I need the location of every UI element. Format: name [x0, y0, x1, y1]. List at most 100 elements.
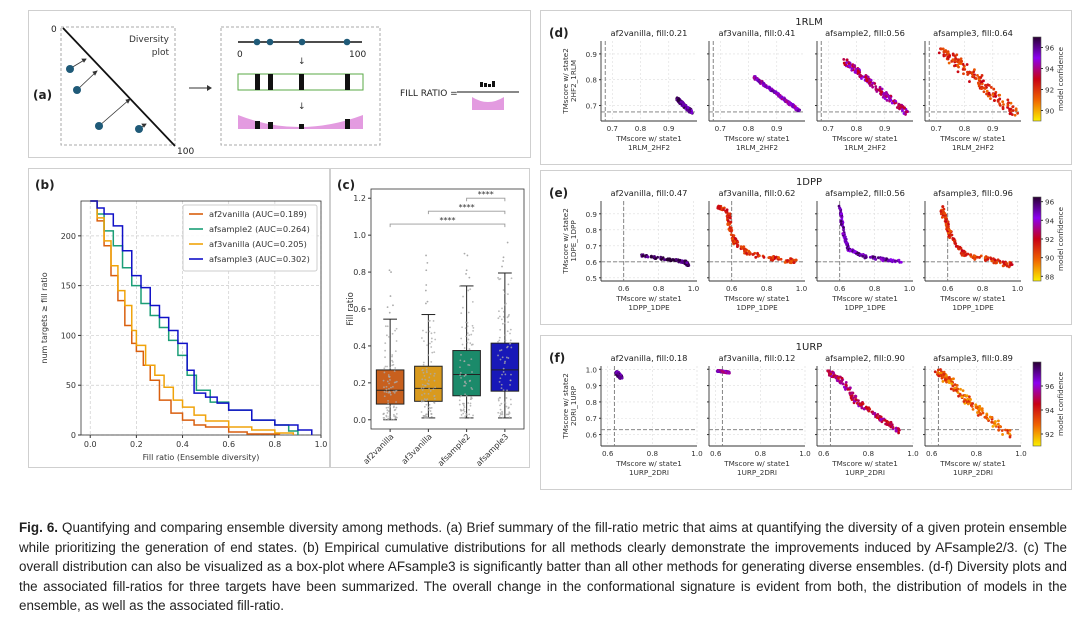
data-point: [964, 253, 968, 257]
x-tick-label: 0.0: [84, 440, 97, 449]
colorbar-tick-label: 96: [1045, 198, 1055, 207]
data-point: [884, 422, 888, 426]
data-point: [508, 416, 511, 419]
data-point: [422, 363, 425, 366]
data-point: [468, 413, 471, 416]
data-point: [425, 399, 428, 401]
data-point: [957, 394, 960, 398]
data-point: [497, 317, 500, 320]
data-point: [742, 247, 746, 251]
data-point: [937, 51, 941, 55]
data-point: [420, 399, 423, 402]
data-point: [462, 409, 465, 412]
data-point: [893, 259, 897, 263]
data-point: [423, 375, 426, 377]
data-point: [385, 414, 388, 417]
x-axis-label-line2: 1RLM_2HF2: [952, 143, 994, 152]
data-point: [424, 384, 427, 387]
data-point: [497, 276, 499, 279]
data-point: [796, 109, 800, 113]
data-point: [773, 90, 777, 94]
data-point: [885, 98, 889, 102]
data-point: [1005, 264, 1009, 268]
projection-arrows: [70, 58, 147, 130]
data-point: [508, 313, 510, 316]
x-axis-label-line1: TMscore w/ state1: [939, 459, 1006, 468]
data-point: [425, 367, 428, 370]
data-point: [876, 256, 880, 260]
data-point: [879, 91, 883, 95]
data-point: [499, 277, 502, 280]
data-point: [974, 77, 978, 81]
data-point: [659, 255, 663, 259]
data-point: [944, 373, 948, 377]
x-axis-label-line1: TMscore w/ state1: [723, 134, 790, 143]
data-point: [947, 222, 950, 226]
data-point: [939, 368, 942, 371]
x-tick-label: 0.8: [959, 124, 971, 133]
x-tick-label: 0.6: [834, 284, 846, 293]
legend-entry: afsample3 (AUC=0.302): [209, 254, 310, 264]
data-point: [432, 320, 435, 322]
data-point: [507, 413, 510, 416]
x-tick-label: 0.8: [635, 124, 647, 133]
data-point: [980, 407, 984, 411]
plot-frame: [370, 188, 525, 430]
data-point: [432, 388, 435, 391]
data-point: [754, 255, 758, 259]
data-point: [430, 361, 433, 363]
data-point: [383, 367, 386, 370]
data-point: [979, 413, 983, 416]
data-point: [857, 399, 860, 403]
data-point: [503, 362, 506, 365]
data-point: [868, 407, 872, 411]
data-point: [421, 383, 424, 386]
data-point: [383, 395, 386, 398]
data-point: [788, 261, 792, 264]
x-tick-label: 0.9: [663, 124, 675, 133]
data-point: [955, 53, 959, 57]
data-point: [395, 327, 398, 330]
outlier-point: [501, 265, 503, 268]
data-point: [864, 256, 868, 260]
data-point: [846, 387, 850, 391]
data-point: [459, 374, 462, 377]
data-point: [469, 342, 472, 345]
significance-stars: ****: [440, 216, 456, 225]
data-point: [844, 237, 847, 241]
data-point: [506, 389, 508, 392]
x-axis-label-line2: 1DPP_1DPE: [736, 303, 778, 312]
y-tick-label: 0.6: [353, 305, 366, 314]
data-point: [505, 413, 508, 416]
subplot-title: af3vanilla, fill:0.41: [719, 28, 796, 38]
data-point: [1008, 107, 1011, 111]
x-axis-label-line1: TMscore w/ state1: [615, 134, 682, 143]
data-point: [460, 353, 462, 356]
data-point: [507, 357, 510, 359]
data-point: [874, 414, 878, 417]
data-point: [618, 376, 622, 380]
data-point: [889, 420, 893, 424]
data-point: [461, 343, 464, 346]
legend: af2vanilla (AUC=0.189) afsample2 (AUC=0.2…: [182, 204, 318, 272]
data-point: [460, 409, 462, 412]
x-tick-label: 1.0: [691, 449, 703, 458]
colorbar-tick-label: 96: [1045, 44, 1055, 53]
data-point: [879, 417, 883, 421]
legend-entry: af2vanilla (AUC=0.189): [209, 209, 307, 219]
colorbar-label: model confidence: [1056, 46, 1065, 111]
data-point: [904, 113, 907, 116]
subplot-0: af2vanilla, fill:0.18 0.6 0.8 1.0 0.6 0.7 0.8 0…: [586, 353, 704, 477]
data-point: [989, 86, 993, 89]
y-axis-label-line1: TMscore w/ state2: [561, 208, 570, 275]
data-point: [1000, 429, 1004, 432]
data-point: [1008, 428, 1012, 432]
data-point: [504, 292, 507, 295]
data-point: [980, 87, 984, 91]
panel-a-diagram: (a) 0 100 Diversity plot 0 100 ↓: [33, 25, 519, 157]
data-point: [953, 241, 957, 245]
data-point: [871, 85, 875, 89]
x-tick-label: 0.8: [869, 284, 881, 293]
data-point: [1014, 107, 1018, 111]
data-point: [966, 397, 970, 401]
